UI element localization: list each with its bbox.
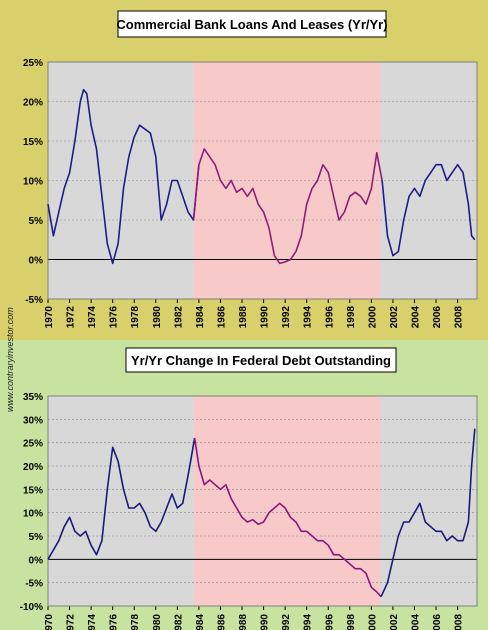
series-line-blue-0 bbox=[47, 88, 200, 265]
x-tick-label: 1972 bbox=[66, 614, 77, 630]
debt-title-box bbox=[125, 347, 397, 373]
x-tick-label: 1980 bbox=[152, 614, 163, 630]
x-tick-label: 1988 bbox=[238, 306, 249, 329]
shaded-period-gray bbox=[379, 396, 477, 606]
y-tick-label: 20% bbox=[23, 462, 43, 473]
shaded-period-gray bbox=[48, 396, 194, 606]
x-tick-label: 1986 bbox=[216, 306, 227, 329]
x-tick-label: 1988 bbox=[238, 614, 249, 630]
x-tick-label: 1976 bbox=[109, 306, 120, 329]
x-tick-label: 2008 bbox=[454, 306, 465, 329]
loans-chart-panel: Commercial Bank Loans And Leases (Yr/Yr)… bbox=[0, 0, 488, 340]
x-tick-label: 2000 bbox=[367, 306, 378, 329]
x-tick-label: 1994 bbox=[303, 306, 314, 329]
x-tick-label: 1994 bbox=[303, 614, 314, 630]
watermark-text: www.contraryinvestor.com bbox=[5, 307, 15, 412]
x-tick-label: 2006 bbox=[432, 306, 443, 329]
x-tick-label: 2000 bbox=[367, 614, 378, 630]
x-tick-label: 2002 bbox=[389, 614, 400, 630]
series-line-blue-0 bbox=[47, 437, 196, 560]
x-tick-label: 1978 bbox=[130, 306, 141, 329]
debt-chart-panel: Yr/Yr Change In Federal Debt Outstanding… bbox=[0, 340, 488, 630]
x-tick-label: 2008 bbox=[454, 614, 465, 630]
x-tick-label: 1996 bbox=[324, 306, 335, 329]
x-tick-label: 1972 bbox=[66, 306, 77, 329]
x-tick-label: 1984 bbox=[195, 614, 206, 630]
x-tick-label: 1992 bbox=[281, 614, 292, 630]
x-tick-label: 1982 bbox=[173, 306, 184, 329]
x-tick-label: 1990 bbox=[260, 614, 271, 630]
y-tick-label: 0% bbox=[29, 256, 44, 267]
x-tick-label: 1978 bbox=[130, 614, 141, 630]
x-tick-label: 1996 bbox=[324, 614, 335, 630]
debt-chart-title: Yr/Yr Change In Federal Debt Outstanding bbox=[131, 353, 391, 368]
y-tick-label: 25% bbox=[23, 58, 43, 69]
x-tick-label: 1992 bbox=[281, 306, 292, 329]
x-tick-label: 1970 bbox=[44, 614, 55, 630]
series-line-blue-2 bbox=[380, 428, 476, 598]
x-tick-label: 2002 bbox=[389, 306, 400, 329]
x-tick-label: 2004 bbox=[410, 614, 421, 630]
y-tick-label: 0% bbox=[29, 555, 44, 566]
x-tick-label: 1970 bbox=[44, 306, 55, 329]
x-tick-label: 1986 bbox=[216, 614, 227, 630]
shaded-period-pink bbox=[193, 396, 380, 606]
x-tick-label: 1990 bbox=[260, 306, 271, 329]
y-tick-label: 5% bbox=[29, 532, 44, 543]
x-tick-label: 1974 bbox=[87, 614, 98, 630]
y-tick-label: 35% bbox=[23, 392, 43, 403]
x-tick-label: 1998 bbox=[346, 306, 357, 329]
y-tick-label: -5% bbox=[25, 579, 43, 590]
x-tick-label: 1998 bbox=[346, 614, 357, 630]
x-tick-label: 1984 bbox=[195, 306, 206, 329]
loans-title-box bbox=[117, 10, 387, 38]
y-tick-label: -5% bbox=[25, 295, 43, 306]
y-tick-label: 25% bbox=[23, 439, 43, 450]
plot-border bbox=[47, 61, 478, 300]
x-tick-label: 1982 bbox=[173, 614, 184, 630]
loans-plot-area: 25% 20% 15% 10% 5% 0% -5%1970 1972 1974 1976 1978 1… bbox=[23, 58, 478, 329]
loans-chart-title: Commercial Bank Loans And Leases (Yr/Yr) bbox=[116, 17, 387, 32]
y-tick-label: 20% bbox=[23, 98, 43, 109]
series-line-purple-1 bbox=[192, 148, 383, 265]
series-line-blue-2 bbox=[381, 163, 476, 257]
y-tick-label: -10% bbox=[20, 602, 43, 613]
plot-border bbox=[47, 395, 478, 607]
y-tick-label: 15% bbox=[23, 137, 43, 148]
y-tick-label: 15% bbox=[23, 485, 43, 496]
x-tick-label: 2006 bbox=[432, 614, 443, 630]
debt-plot-area: 35% 30% 25% 20% 15% 10% 5% 0% -5% -10%1970 1972 197… bbox=[20, 392, 478, 630]
y-tick-label: 5% bbox=[29, 216, 44, 227]
x-tick-label: 2004 bbox=[410, 306, 421, 329]
x-tick-label: 1976 bbox=[109, 614, 120, 630]
series-line-purple-1 bbox=[193, 437, 382, 598]
y-tick-label: 10% bbox=[23, 177, 43, 188]
x-tick-label: 1974 bbox=[87, 306, 98, 329]
y-tick-label: 30% bbox=[23, 415, 43, 426]
y-tick-label: 10% bbox=[23, 509, 43, 520]
x-tick-label: 1980 bbox=[152, 306, 163, 329]
